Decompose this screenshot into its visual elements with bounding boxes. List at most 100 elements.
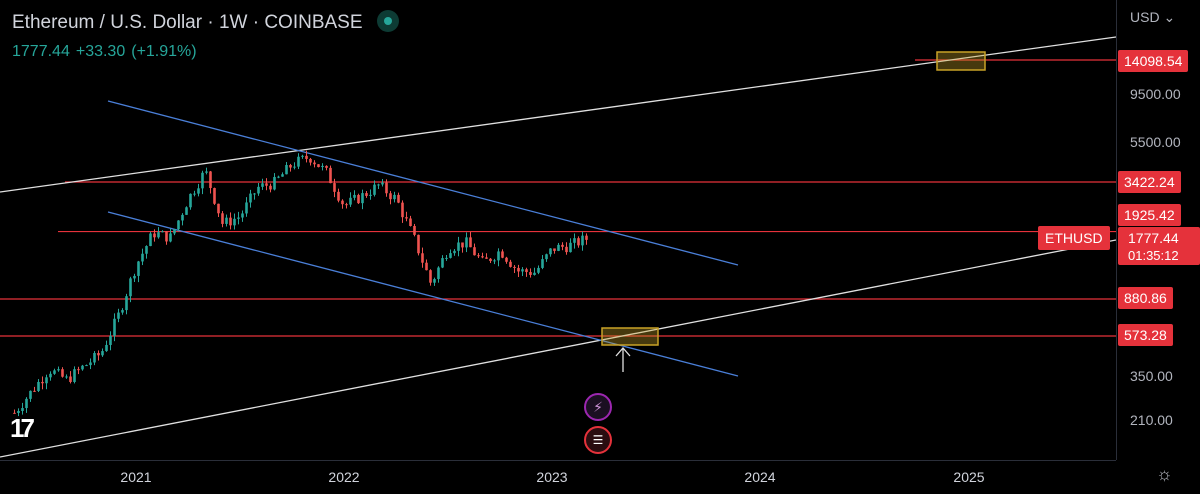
candle-body: [57, 369, 60, 371]
candle-body: [97, 353, 100, 356]
candle-body: [441, 258, 444, 268]
candle-body: [13, 412, 16, 414]
candle-body: [369, 194, 372, 196]
arrow-head: [615, 347, 631, 357]
candle-body: [325, 165, 328, 168]
candle-body: [497, 251, 500, 261]
price-tick: 9500.00: [1130, 86, 1181, 102]
candle-body: [137, 261, 140, 276]
current-price-tag: 1777.44 01:35:12: [1118, 227, 1200, 265]
candle-body: [37, 381, 40, 391]
candle-body: [453, 250, 456, 254]
candle-body: [281, 174, 284, 177]
candle-body: [185, 207, 188, 215]
candle-body: [461, 242, 464, 248]
candle-body: [513, 266, 516, 268]
channel-line-upper: [107, 100, 739, 266]
target-box-upper: [936, 51, 986, 71]
candle-body: [445, 257, 448, 259]
candle-body: [45, 377, 48, 384]
market-open-dot-icon: [376, 10, 399, 32]
candle-body: [345, 204, 348, 206]
candle-body: [525, 269, 528, 273]
candle-body: [113, 318, 116, 336]
bar-countdown: 01:35:12: [1128, 248, 1179, 263]
candle-body: [25, 398, 28, 409]
candle-body: [353, 194, 356, 198]
candle-body: [553, 248, 556, 251]
time-axis[interactable]: [0, 460, 1116, 494]
candle-body: [165, 231, 168, 242]
candle-body: [501, 251, 504, 258]
quote-last-price: 1777.44: [12, 43, 70, 60]
candle-body: [385, 182, 388, 194]
candle-body: [261, 183, 264, 187]
candle-body: [277, 176, 280, 178]
level-tag: 14098.54: [1118, 50, 1189, 72]
trend-line-upper: [0, 36, 1116, 193]
level-tag: 1925.42: [1118, 204, 1181, 226]
price-axis[interactable]: [1116, 0, 1200, 460]
candle-body: [133, 275, 136, 279]
candle-body: [201, 172, 204, 189]
chevron-down-icon: ⌄: [1163, 9, 1176, 25]
candle-body: [401, 202, 404, 218]
candle-body: [333, 183, 336, 192]
level-tag: 3422.24: [1118, 171, 1181, 193]
time-tick: 2023: [536, 469, 568, 485]
candle-body: [557, 244, 560, 251]
quote-change: +33.30: [75, 43, 126, 60]
candle-body: [197, 188, 200, 194]
candle-body: [141, 253, 144, 262]
candle-body: [373, 184, 376, 195]
us-flag-icon[interactable]: ☰: [584, 426, 612, 454]
candle-body: [397, 194, 400, 203]
candle-body: [249, 193, 252, 203]
currency-selector[interactable]: USD ⌄: [1130, 9, 1175, 26]
candle-body: [101, 351, 104, 356]
candle-body: [65, 376, 68, 378]
candle-body: [177, 220, 180, 230]
time-tick: 2021: [120, 469, 152, 485]
candle-body: [549, 248, 552, 255]
trend-line-lower: [0, 239, 1116, 458]
candle-body: [93, 353, 96, 363]
candle-body: [257, 186, 260, 194]
candle-body: [285, 165, 288, 175]
candle-body: [477, 255, 480, 257]
candle-body: [341, 200, 344, 205]
candle-body: [361, 193, 364, 204]
candle-body: [305, 155, 308, 159]
candle-body: [157, 232, 160, 238]
gear-icon[interactable]: ☼: [1156, 464, 1173, 484]
level-tag: 573.28: [1118, 324, 1173, 346]
candle-body: [189, 193, 192, 208]
candle-body: [377, 184, 380, 186]
price-chart[interactable]: [0, 0, 1116, 460]
level-tag: 880.86: [1118, 287, 1173, 309]
candle-body: [289, 165, 292, 168]
lightning-icon[interactable]: ⚡: [584, 393, 612, 421]
candle-body: [209, 171, 212, 189]
candle-body: [17, 410, 20, 413]
candle-body: [317, 164, 320, 168]
candle-body: [481, 256, 484, 258]
candle-body: [457, 242, 460, 251]
candle-body: [365, 193, 368, 196]
candle-body: [181, 214, 184, 221]
candle-body: [485, 257, 488, 259]
candle-body: [421, 253, 424, 263]
candle-body: [337, 191, 340, 201]
candle-body: [537, 267, 540, 273]
candle-body: [541, 259, 544, 268]
candle-body: [405, 217, 408, 219]
candle-body: [153, 233, 156, 238]
candle-body: [465, 237, 468, 248]
tradingview-logo[interactable]: 17: [10, 413, 35, 443]
candle-body: [393, 194, 396, 200]
candle-body: [433, 279, 436, 283]
candle-body: [229, 217, 232, 226]
candle-body: [585, 235, 588, 240]
candle-body: [117, 312, 120, 319]
candle-body: [469, 237, 472, 248]
